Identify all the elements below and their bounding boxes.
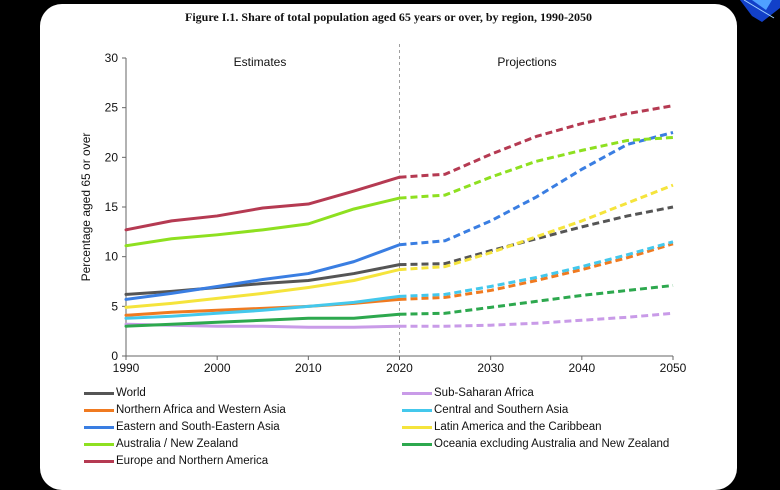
chart-title: Figure I.1. Share of total population ag…: [184, 10, 592, 24]
x-tick-label: 2050: [660, 361, 687, 375]
legend-item-australia-new-zealand: Australia / New Zealand: [84, 436, 402, 452]
legend-item-oceania-excluding-australia-and-new-zealand: Oceania excluding Australia and New Zeal…: [402, 436, 720, 452]
legend-item-world: World: [84, 385, 402, 401]
series-line-world-projections: [399, 205, 674, 267]
legend-label: Europe and Northern America: [116, 455, 269, 467]
legend-item-sub-saharan-africa: Sub-Saharan Africa: [402, 385, 720, 401]
series-line-australia-new-zealand-estimates: [124, 196, 401, 248]
legend-item-latin-america-and-the-caribbean: Latin America and the Caribbean: [402, 419, 720, 435]
legend-item-europe-and-northern-america: Europe and Northern America: [84, 453, 402, 469]
y-tick-label: 0: [111, 349, 118, 363]
series-line-australia-new-zealand-projections: [399, 135, 674, 200]
series-line-world-estimates: [124, 263, 401, 296]
legend-swatch: [84, 391, 114, 395]
legend-label: Australia / New Zealand: [116, 438, 239, 450]
slide-card: [40, 4, 737, 490]
y-axis-label: Percentage aged 65 or over: [79, 133, 93, 282]
legend-label: Central and Southern Asia: [434, 404, 569, 416]
series-line-latin-america-and-the-caribbean-estimates: [124, 268, 401, 309]
annotation-projections: Projections: [497, 55, 556, 69]
series-line-eastern-and-south-eastern-asia-projections: [399, 131, 674, 247]
series-line-europe-and-northern-america-estimates: [124, 175, 401, 232]
x-tick-label: 2000: [204, 361, 231, 375]
y-tick-label: 30: [105, 51, 119, 65]
corner-decoration-icon: [740, 0, 780, 22]
series-line-oceania-excluding-australia-and-new-zealand-estimates: [124, 312, 401, 328]
series-line-oceania-excluding-australia-and-new-zealand-projections: [399, 283, 674, 316]
legend-swatch: [84, 442, 114, 446]
legend-swatch: [402, 442, 432, 446]
legend-swatch: [84, 408, 114, 412]
legend-label: Sub-Saharan Africa: [434, 387, 534, 399]
legend-item-northern-africa-and-western-asia: Northern Africa and Western Asia: [84, 402, 402, 418]
y-tick-label: 15: [105, 200, 119, 214]
legend-swatch: [402, 391, 432, 395]
legend-item-eastern-and-south-eastern-asia: Eastern and South-Eastern Asia: [84, 419, 402, 435]
chart-legend: World Sub-Saharan Africa Northern Africa a…: [84, 385, 724, 469]
series-line-europe-and-northern-america-projections: [399, 104, 674, 179]
legend-label: Latin America and the Caribbean: [434, 421, 602, 433]
y-tick-label: 5: [111, 299, 118, 313]
legend-swatch: [84, 459, 114, 463]
legend-label: Oceania excluding Australia and New Zeal…: [434, 438, 670, 450]
y-tick-label: 20: [105, 150, 119, 164]
legend-label: Eastern and South-Eastern Asia: [116, 421, 280, 433]
x-tick-label: 2040: [568, 361, 595, 375]
legend-label: Northern Africa and Western Asia: [116, 404, 286, 416]
series-line-eastern-and-south-eastern-asia-estimates: [124, 243, 401, 301]
x-tick-label: 2020: [386, 361, 413, 375]
legend-label: World: [116, 387, 146, 399]
series-line-sub-saharan-africa-projections: [399, 311, 674, 328]
series-line-central-and-southern-asia-estimates: [124, 294, 401, 320]
annotation-estimates: Estimates: [234, 55, 287, 69]
series-line-latin-america-and-the-caribbean-projections: [399, 183, 674, 272]
y-tick-label: 25: [105, 101, 119, 115]
x-tick-label: 2030: [477, 361, 504, 375]
series-line-northern-africa-and-western-asia-projections: [399, 242, 674, 301]
line-chart: 0 5 10 15 20 25 30 1990 2000 2010 2020 2030 2040 2050…: [79, 44, 687, 375]
y-tick-label: 10: [105, 250, 119, 264]
x-tick-label: 2010: [295, 361, 322, 375]
x-tick-label: 1990: [113, 361, 140, 375]
series-line-central-and-southern-asia-projections: [399, 240, 674, 298]
legend-swatch: [402, 425, 432, 429]
legend-swatch: [402, 408, 432, 412]
legend-item-central-and-southern-asia: Central and Southern Asia: [402, 402, 720, 418]
legend-swatch: [84, 425, 114, 429]
